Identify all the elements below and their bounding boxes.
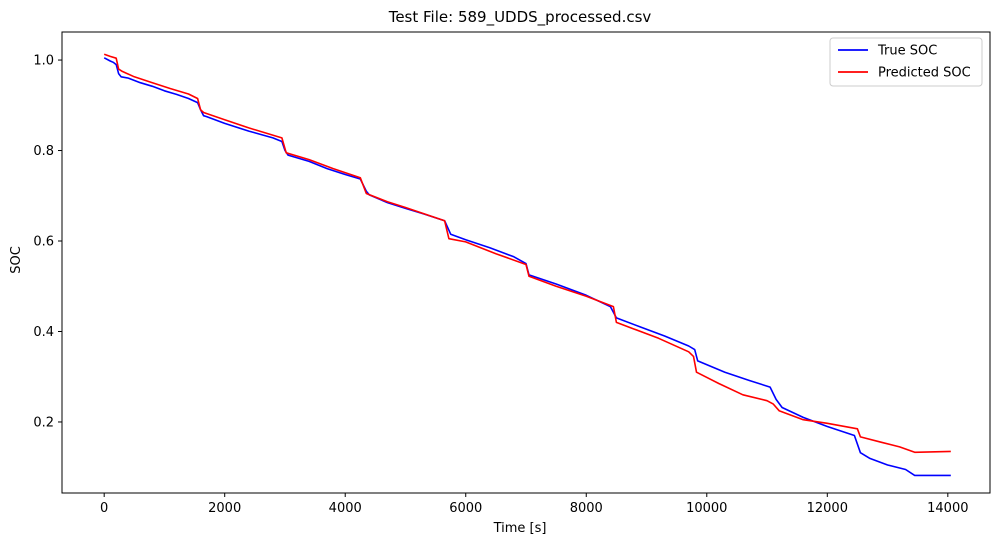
series-line-true-soc <box>103 57 951 477</box>
y-tick-label: 0.8 <box>33 144 54 159</box>
x-tick-label: 10000 <box>686 501 727 516</box>
plot-area <box>61 31 991 494</box>
plot-frame <box>61 31 991 494</box>
y-axis-ticks: 0.2 0.4 0.6 0.8 1.0 <box>33 54 62 430</box>
legend: True SOC Predicted SOC <box>829 37 983 87</box>
x-tick-label: 12000 <box>807 501 848 516</box>
series-line-predicted-soc <box>103 53 951 454</box>
x-tick-label: 14000 <box>927 501 968 516</box>
y-tick-label: 1.0 <box>33 54 54 69</box>
y-tick-label: 0.2 <box>33 415 54 430</box>
legend-label: True SOC <box>877 44 937 59</box>
x-tick-label: 6000 <box>449 501 482 516</box>
x-axis-ticks: 0 2000 4000 6000 8000 10000 12000 14000 <box>100 493 968 516</box>
x-tick-label: 8000 <box>570 501 603 516</box>
chart-title: Test File: 589_UDDS_processed.csv <box>388 8 652 27</box>
x-axis-label: Time [s] <box>493 521 547 536</box>
x-tick-label: 2000 <box>208 501 241 516</box>
y-tick-label: 0.6 <box>33 235 54 250</box>
y-axis-label: SOC <box>9 246 24 274</box>
x-tick-label: 0 <box>100 501 108 516</box>
y-tick-label: 0.4 <box>33 325 54 340</box>
legend-label: Predicted SOC <box>878 66 971 81</box>
x-tick-label: 4000 <box>329 501 362 516</box>
